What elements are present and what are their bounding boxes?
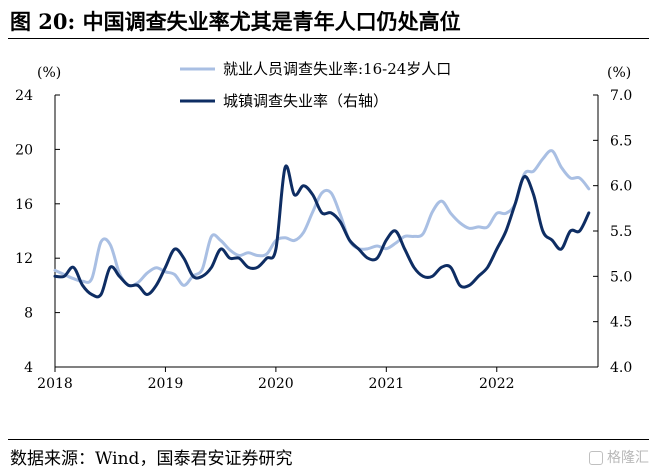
left-y-tick-label: 24 [15, 88, 33, 104]
right-y-tick-label: 4.5 [610, 315, 632, 331]
youth-unemployment-line [53, 149, 591, 288]
right-y-tick-label: 4.0 [610, 360, 632, 376]
watermark-logo-icon [589, 451, 603, 465]
right-y-tick-label: 6.0 [610, 179, 632, 195]
left-y-tick-label: 8 [24, 306, 33, 322]
right-y-tick-label: 7.0 [610, 88, 632, 104]
figure-title: 图 20: 中国调查失业率尤其是青年人口仍处高位 [10, 9, 461, 34]
chart-series [53, 149, 591, 299]
title-rule [8, 38, 649, 39]
right-y-tick-label: 5.5 [610, 224, 632, 240]
right-y-unit-label: (%) [607, 65, 631, 81]
x-tick-label: 2021 [369, 376, 405, 392]
right-y-tick-label: 5.0 [610, 269, 632, 285]
x-tick-label: 2018 [37, 376, 73, 392]
right-y-tick-label: 6.5 [610, 133, 632, 149]
source-rule [8, 439, 649, 440]
left-y-tick-label: 12 [15, 251, 33, 267]
left-y-tick-label: 20 [15, 142, 33, 158]
left-y-tick-label: 16 [15, 197, 33, 213]
left-y-tick-label: 4 [24, 360, 33, 376]
legend-label-youth: 就业人员调查失业率:16-24岁人口 [223, 60, 451, 78]
data-source-note: 数据来源：Wind，国泰君安证券研究 [10, 449, 293, 469]
line-chart: 4 8 12 16 20 24 4.0 4.5 5.0 5.5 6.0 6.5 7.0 (%) (%) 201… [15, 60, 632, 392]
x-tick-label: 2020 [258, 376, 294, 392]
watermark: 格隆汇 [589, 447, 649, 467]
watermark-label: 格隆汇 [607, 450, 649, 466]
chart-axes: 4 8 12 16 20 24 4.0 4.5 5.0 5.5 6.0 6.5 7.0 (%) (%) 201… [15, 65, 632, 392]
urban-unemployment-line [53, 164, 591, 299]
left-y-unit-label: (%) [37, 65, 61, 81]
legend-label-urban: 城镇调查失业率（右轴） [223, 92, 388, 110]
x-tick-label: 2019 [148, 376, 184, 392]
x-tick-label: 2022 [479, 376, 515, 392]
